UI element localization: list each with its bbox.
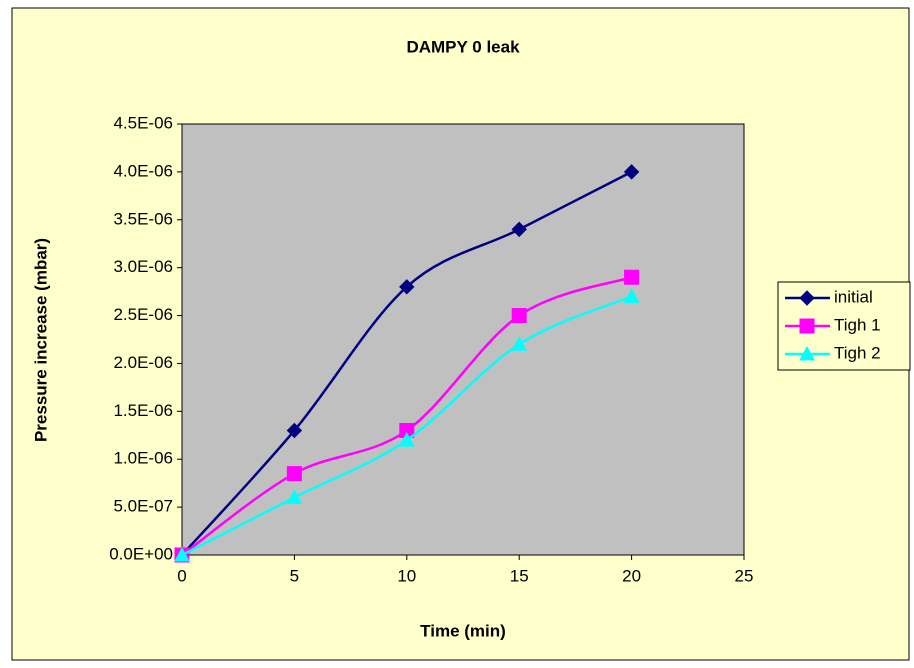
x-axis-label: Time (min) — [420, 621, 506, 640]
x-tick-label: 10 — [397, 566, 416, 585]
y-axis-label: Pressure increase (mbar) — [31, 238, 50, 442]
marker — [286, 466, 302, 482]
x-tick-label: 25 — [735, 566, 754, 585]
chart-title: DAMPY 0 leak — [406, 37, 520, 56]
marker — [624, 269, 640, 285]
marker — [623, 288, 640, 303]
marker — [286, 489, 303, 505]
marker — [623, 164, 640, 180]
marker — [511, 308, 527, 324]
marker — [399, 279, 415, 295]
y-tick-label: 5.0E-07 — [113, 497, 173, 516]
marker — [398, 432, 415, 447]
y-tick-label: 3.0E-06 — [113, 257, 173, 276]
y-tick-label: 2.0E-06 — [113, 353, 173, 372]
y-tick-label: 1.5E-06 — [113, 401, 173, 420]
x-tick-label: 5 — [290, 566, 299, 585]
x-tick-label: 20 — [622, 566, 641, 585]
marker — [799, 345, 815, 361]
marker — [799, 290, 815, 306]
legend-label: initial — [834, 287, 873, 306]
marker — [799, 318, 815, 334]
legend-label: Tigh 1 — [834, 315, 881, 334]
y-tick-label: 4.0E-06 — [113, 161, 173, 180]
y-tick-label: 4.5E-06 — [113, 113, 173, 132]
y-tick-label: 2.5E-06 — [113, 305, 173, 324]
legend-label: Tigh 2 — [834, 343, 881, 362]
plot-area — [181, 123, 745, 556]
x-tick-label: 15 — [510, 566, 529, 585]
marker — [174, 546, 190, 562]
y-tick-label: 3.5E-06 — [113, 209, 173, 228]
series-line — [181, 170, 633, 556]
marker — [511, 336, 528, 351]
y-tick-label: 0.0E+00 — [109, 544, 173, 563]
marker — [511, 221, 527, 238]
y-tick-label: 1.0E-06 — [113, 449, 173, 468]
marker — [286, 422, 303, 439]
x-tick-label: 0 — [177, 566, 186, 585]
